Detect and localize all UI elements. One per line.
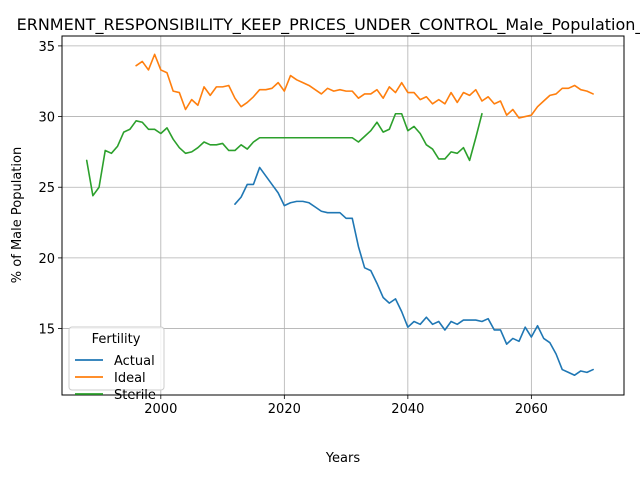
y-axis-ticks: 15 20 25 30 35 bbox=[38, 40, 62, 338]
x-tick-label: 2000 bbox=[144, 402, 177, 417]
legend: Fertility Actual Ideal Sterile bbox=[68, 326, 165, 403]
legend-title: Fertility bbox=[92, 332, 141, 347]
legend-box bbox=[68, 326, 165, 391]
legend-label-ideal: Ideal bbox=[114, 371, 146, 386]
y-tick-label: 20 bbox=[38, 252, 55, 267]
y-tick-label: 30 bbox=[38, 111, 55, 126]
y-axis-label: % of Male Population bbox=[10, 147, 25, 283]
legend-label-actual: Actual bbox=[114, 354, 155, 369]
y-tick-label: 25 bbox=[38, 181, 55, 196]
x-tick-label: 2020 bbox=[268, 402, 301, 417]
series-line-sterile bbox=[85, 112, 483, 197]
series-line-actual bbox=[234, 166, 594, 377]
series-line-ideal bbox=[135, 53, 594, 119]
x-axis-ticks: 2000 2020 2040 2060 bbox=[144, 395, 548, 417]
y-tick-label: 35 bbox=[38, 40, 55, 55]
x-axis-label: Years bbox=[325, 451, 361, 466]
chart-title: ERNMENT_RESPONSIBILITY_KEEP_PRICES_UNDER… bbox=[17, 15, 640, 35]
legend-label-sterile: Sterile bbox=[114, 388, 156, 403]
y-tick-label: 15 bbox=[38, 323, 55, 338]
x-tick-label: 2040 bbox=[391, 402, 424, 417]
series-lines bbox=[85, 53, 594, 377]
x-tick-label: 2060 bbox=[515, 402, 548, 417]
plot-frame bbox=[61, 35, 625, 396]
legend-items: Actual Ideal Sterile bbox=[75, 354, 156, 403]
